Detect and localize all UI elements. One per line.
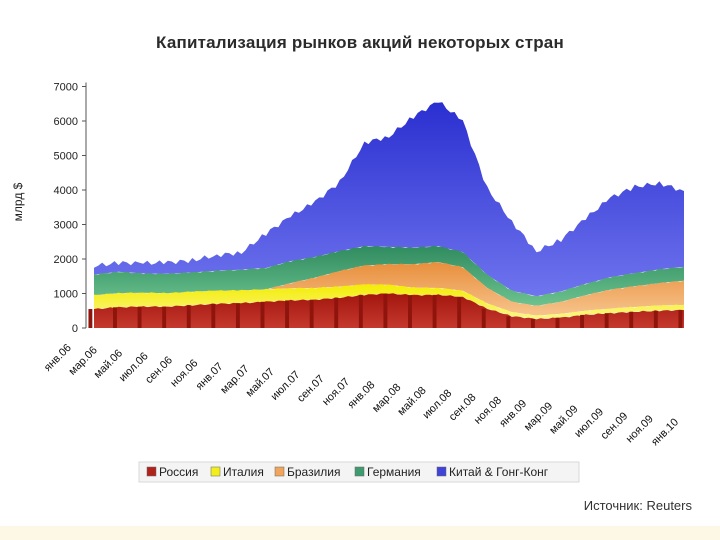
russia-bar <box>653 310 658 328</box>
legend-swatch <box>436 466 447 477</box>
russia-bar <box>555 317 560 328</box>
russia-bar <box>457 296 462 328</box>
russia-bar <box>211 303 216 328</box>
series-layer <box>88 102 684 328</box>
russia-bar <box>235 303 240 328</box>
series-area-0 <box>94 293 684 328</box>
legend-label: Италия <box>223 465 264 479</box>
y-tick-label: 5000 <box>54 151 78 163</box>
series-area-2 <box>94 262 684 316</box>
russia-bar <box>334 297 339 328</box>
russia-bar <box>88 309 93 328</box>
legend-swatch <box>354 466 365 477</box>
y-axis: 0 1000 2000 3000 4000 5000 6000 7000 <box>54 82 87 335</box>
legend: Россия Италия Бразилия Германия Китай & Гонг… <box>138 461 580 483</box>
legend-label: Китай & Гонг-Конг <box>449 465 549 479</box>
y-tick-label: 7000 <box>54 82 78 94</box>
russia-bar <box>285 300 290 328</box>
y-tick-label: 1000 <box>54 289 78 301</box>
y-tick-label: 4000 <box>54 185 78 197</box>
legend-label: Бразилия <box>287 465 341 479</box>
russia-bar <box>358 294 363 328</box>
russia-bar <box>309 299 314 328</box>
russia-bar <box>629 311 634 328</box>
series-area-4 <box>94 102 684 297</box>
y-tick-label: 0 <box>72 323 78 335</box>
y-axis-label: млрд $ <box>11 182 25 221</box>
y-tick-label: 6000 <box>54 116 78 128</box>
legend-label: Россия <box>159 465 198 479</box>
source-note: Источник: Reuters <box>583 498 692 513</box>
series-area-3 <box>94 245 684 306</box>
russia-bar <box>162 306 167 328</box>
bottom-strip <box>0 526 720 540</box>
russia-bar <box>383 293 388 328</box>
russia-bar <box>260 301 265 328</box>
russia-bar <box>113 307 117 328</box>
russia-bar <box>506 316 511 328</box>
russia-bar <box>481 308 486 328</box>
russia-bar <box>678 310 683 328</box>
russia-bar <box>186 305 191 328</box>
x-axis: янв.06мар.06май.06июл.06сен.06ноя.06янв.… <box>42 342 681 448</box>
y-tick-label: 3000 <box>54 220 78 232</box>
russia-bar <box>432 294 437 328</box>
legend-swatch <box>274 466 285 477</box>
russia-bar <box>580 314 585 328</box>
russia-bar <box>137 306 142 328</box>
russia-bar <box>408 295 412 328</box>
y-tick-label: 2000 <box>54 254 78 266</box>
series-area-1 <box>94 284 684 319</box>
russia-bar <box>604 313 609 328</box>
legend-label: Германия <box>367 465 421 479</box>
legend-swatch <box>146 466 157 477</box>
legend-swatch <box>210 466 221 477</box>
russia-bar <box>530 319 535 328</box>
chart-title: Капитализация рынков акций некоторых стр… <box>156 33 564 52</box>
